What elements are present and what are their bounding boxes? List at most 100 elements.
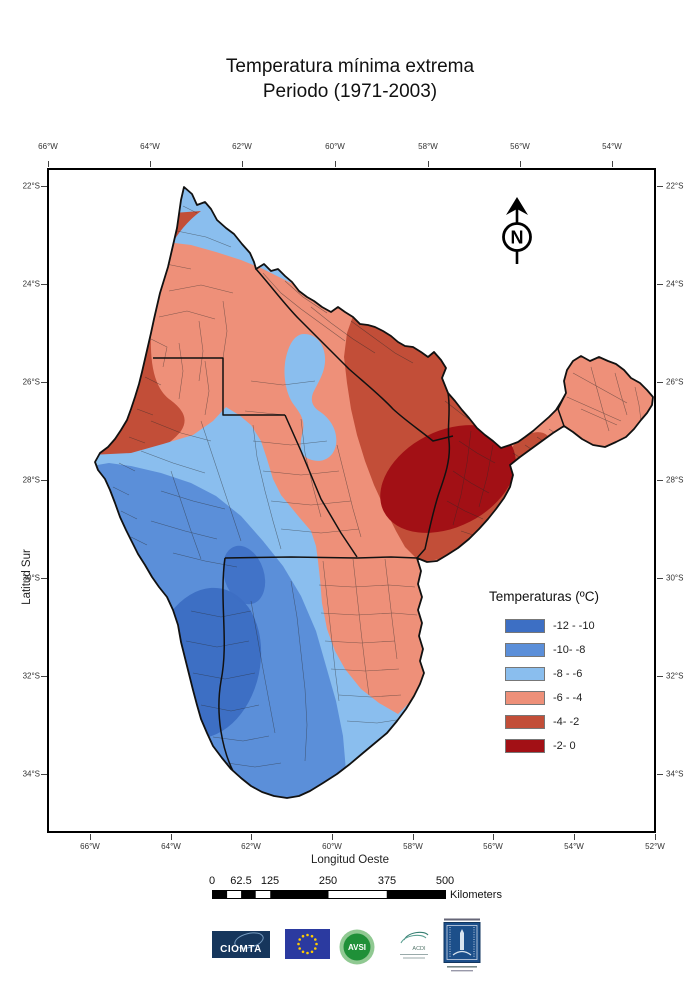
legend-range-label: -10- -8 <box>553 644 586 656</box>
department-boundaries <box>112 205 642 768</box>
tick-mark <box>41 676 47 677</box>
legend-entry: -2- 0 <box>505 739 576 754</box>
tick-mark <box>574 834 575 840</box>
legend-entry: -6 - -4 <box>505 691 582 706</box>
tick-mark <box>332 834 333 840</box>
north-arrow-head <box>506 197 528 215</box>
tick-mark <box>242 161 243 167</box>
legend-range-label: -2- 0 <box>553 740 576 752</box>
institution-emblem-logo <box>443 918 481 972</box>
tick-mark <box>90 834 91 840</box>
left-tick-label: 26°S <box>22 377 40 387</box>
bottom-tick-label: 52°W <box>645 842 665 851</box>
right-tick-label: 28°S <box>666 475 684 485</box>
bottom-tick-label: 60°W <box>322 842 342 851</box>
top-tick-label: 56°W <box>510 142 530 151</box>
legend-title: Temperaturas (ºC) <box>489 589 599 604</box>
acdi-tagline-bar <box>400 954 428 955</box>
top-tick-label: 58°W <box>418 142 438 151</box>
acdi-logo-text: ACDI <box>412 946 426 952</box>
left-tick-label: 28°S <box>22 475 40 485</box>
legend-entry: -8 - -6 <box>505 667 582 682</box>
tick-mark <box>335 161 336 167</box>
tick-mark <box>657 382 663 383</box>
right-tick-label: 22°S <box>666 181 684 191</box>
top-tick-label: 66°W <box>38 142 58 151</box>
zone-minus12-minus10-blob-small <box>222 545 266 605</box>
emblem-header-text-bar <box>444 918 480 921</box>
top-tick-label: 54°W <box>602 142 622 151</box>
right-tick-label: 30°S <box>666 573 684 583</box>
tick-mark <box>41 186 47 187</box>
legend-range-label: -12 - -10 <box>553 620 595 632</box>
legend-swatch <box>505 691 545 705</box>
bottom-tick-label: 64°W <box>161 842 181 851</box>
tick-mark <box>612 161 613 167</box>
legend-swatch <box>505 739 545 753</box>
tick-mark <box>657 774 663 775</box>
legend-entry: -12 - -10 <box>505 619 595 634</box>
bottom-tick-label: 62°W <box>241 842 261 851</box>
tick-mark <box>493 834 494 840</box>
bottom-tick-label: 54°W <box>564 842 584 851</box>
tick-mark <box>657 186 663 187</box>
eu-flag-logo <box>285 929 330 959</box>
scale-tick-label: 500 <box>435 875 455 887</box>
legend-swatch <box>505 715 545 729</box>
tick-mark <box>251 834 252 840</box>
scale-tick-label: 250 <box>318 875 338 887</box>
tick-mark <box>41 382 47 383</box>
left-tick-label: 34°S <box>22 769 40 779</box>
map-title: Temperatura mínima extrema Periodo (1971… <box>0 54 700 104</box>
tick-mark <box>520 161 521 167</box>
right-tick-label: 24°S <box>666 279 684 289</box>
legend-range-label: -4- -2 <box>553 716 580 728</box>
bottom-tick-label: 58°W <box>403 842 423 851</box>
acdi-swoosh-icon <box>400 934 427 944</box>
tick-mark <box>657 676 663 677</box>
zone-minus2-0-core <box>380 425 516 533</box>
tick-mark <box>41 774 47 775</box>
map-title-line2: Periodo (1971-2003) <box>262 81 438 102</box>
avsi-logo-text: AVSI <box>348 943 366 952</box>
eu-stars-icon <box>297 933 318 955</box>
top-tick-label: 64°W <box>140 142 160 151</box>
province-boundaries <box>153 268 567 779</box>
north-arrow-letter: N <box>511 228 524 248</box>
north-arrow: N <box>502 197 532 264</box>
tick-mark <box>657 284 663 285</box>
scale-unit-label: Kilometers <box>450 889 502 901</box>
avsi-logo: AVSI <box>339 929 375 965</box>
top-tick-label: 62°W <box>232 142 252 151</box>
right-tick-label: 26°S <box>666 377 684 387</box>
tick-mark <box>171 834 172 840</box>
scale-tick-label: 375 <box>377 875 397 887</box>
acdi-logo: ACDI <box>400 931 429 959</box>
right-tick-label: 34°S <box>666 769 684 779</box>
legend-swatch <box>505 619 545 633</box>
legend-swatch <box>505 643 545 657</box>
bottom-tick-label: 56°W <box>483 842 503 851</box>
left-tick-label: 22°S <box>22 181 40 191</box>
tick-mark <box>413 834 414 840</box>
left-tick-label: 24°S <box>22 279 40 289</box>
tick-mark <box>41 284 47 285</box>
acdi-tagline-bar <box>403 957 425 959</box>
bottom-tick-label: 66°W <box>80 842 100 851</box>
zone-central-blue-pocket <box>284 334 337 461</box>
legend-entry: -10- -8 <box>505 643 585 658</box>
top-tick-label: 60°W <box>325 142 345 151</box>
tick-mark <box>48 161 49 167</box>
emblem-footer-text-bar <box>447 966 477 968</box>
scale-tick-label: 125 <box>260 875 280 887</box>
tick-mark <box>657 480 663 481</box>
x-axis-title: Longitud Oeste <box>310 854 389 866</box>
legend-range-label: -8 - -6 <box>553 668 583 680</box>
ciomta-logo: CIOMTA <box>212 931 270 958</box>
left-tick-label: 30°S <box>22 573 40 583</box>
legend-swatch <box>505 667 545 681</box>
tick-mark <box>428 161 429 167</box>
legend-entry: -4- -2 <box>505 715 579 730</box>
temperature-map <box>94 186 654 799</box>
tick-mark <box>657 578 663 579</box>
